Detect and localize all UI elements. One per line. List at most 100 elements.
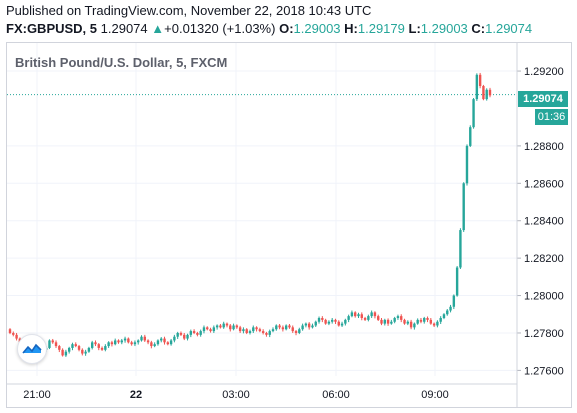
candle-body (455, 267, 459, 296)
candle-body (472, 99, 475, 128)
candle-body (258, 329, 262, 332)
candle-body (94, 342, 97, 345)
candle-body (370, 312, 373, 317)
candle-body (130, 342, 133, 345)
candle-body (242, 329, 245, 332)
candle-body (393, 318, 396, 322)
y-tick-label: 1.28000 (524, 291, 564, 303)
high-value: 1.29179 (357, 21, 405, 36)
tradingview-logo-icon (17, 334, 47, 364)
candle-body (465, 145, 469, 184)
candle-body (222, 323, 225, 328)
candle-body (350, 312, 354, 317)
candle-body (459, 230, 462, 268)
candle-body (488, 89, 492, 96)
candle-body (100, 347, 104, 350)
candle-body (64, 351, 68, 356)
x-tick-label: 09:00 (421, 389, 449, 401)
candle-body (363, 318, 367, 320)
symbol-label: FX:GBPUSD, 5 (6, 21, 98, 36)
low-value: 1.29003 (420, 21, 468, 36)
candle-body (377, 316, 380, 320)
candle-body (58, 346, 61, 350)
candle-body (212, 327, 216, 332)
candle-body (439, 318, 442, 322)
chart-frame (6, 42, 572, 408)
candle-body (150, 342, 153, 347)
candle-body (215, 325, 219, 328)
candle-body (307, 323, 311, 328)
candle-body (330, 319, 334, 322)
last-price-tag: 1.29074 (518, 91, 568, 107)
candle-body (192, 331, 196, 333)
candle-body (406, 321, 410, 324)
candle-body (127, 338, 130, 343)
candle-body (51, 340, 54, 343)
open-value: 1.29003 (293, 21, 341, 36)
candle-body (278, 325, 281, 328)
candle-body (229, 325, 232, 330)
candle-body (268, 331, 271, 335)
candle-body (354, 312, 357, 317)
high-label: H: (344, 21, 358, 36)
candle-body (84, 351, 87, 354)
candle-body (77, 346, 81, 350)
candle-body (166, 342, 170, 345)
candle-body (304, 323, 308, 326)
candle-body (298, 329, 301, 333)
candle-body (143, 336, 146, 341)
candle-body (120, 340, 123, 343)
candle-body (337, 321, 340, 326)
candle-body (71, 344, 74, 348)
candle-body (90, 342, 94, 348)
logo-glyph (22, 343, 42, 354)
candle-body (475, 74, 479, 100)
candle-body (317, 318, 321, 322)
candle-body (87, 347, 91, 352)
candle-body (301, 325, 304, 330)
candle-body (202, 327, 206, 332)
candle-body (321, 318, 324, 320)
candle-body (173, 336, 176, 341)
open-label: O: (279, 21, 294, 36)
candle-body (291, 327, 294, 332)
candle-body (357, 314, 360, 317)
y-tick-label: 1.27800 (524, 328, 564, 340)
change-arrow-icon: ▲ (151, 21, 165, 36)
candle-body (97, 344, 100, 348)
candle-body (209, 329, 212, 332)
candle-body (15, 334, 18, 339)
candle-body (396, 316, 400, 319)
candle-body (423, 318, 426, 322)
candle-body (409, 321, 413, 328)
candle-body (400, 316, 403, 320)
candle-body (123, 338, 127, 341)
candle-body (232, 325, 235, 330)
candle-body (432, 323, 436, 326)
candle-body (48, 340, 51, 348)
candle-body (446, 310, 449, 315)
candle-body (67, 347, 71, 352)
quote-line: FX:GBPUSD, 5 1.29074 ▲+0.01320 (+1.03%) … (6, 21, 532, 36)
candle-body (245, 329, 248, 333)
candle-body (275, 325, 278, 330)
candle-body (469, 127, 472, 146)
y-tick-label: 1.29200 (524, 66, 564, 78)
candle-body (478, 74, 482, 87)
candle-body (137, 340, 140, 343)
candle-body (485, 89, 488, 100)
candle-body (156, 340, 160, 345)
candle-body (383, 319, 386, 324)
candle-body (196, 332, 199, 335)
x-tick-label: 03:00 (222, 389, 250, 401)
candle-body (146, 340, 150, 343)
candle-body (176, 332, 179, 337)
candle-body (183, 334, 186, 339)
candle-body (107, 342, 110, 347)
last-price: 1.29074 (100, 21, 148, 36)
candle-body (265, 332, 268, 335)
candle-body (186, 334, 189, 339)
x-tick-label: 06:00 (322, 389, 350, 401)
chart-legend-title: British Pound/U.S. Dollar, 5, FXCM (15, 55, 228, 70)
